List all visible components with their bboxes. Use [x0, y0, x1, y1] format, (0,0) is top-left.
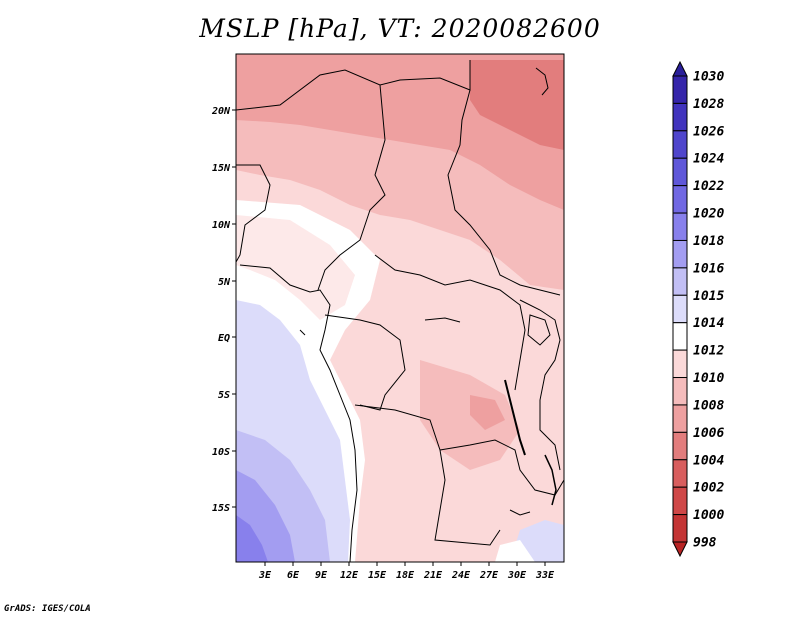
colorbar-swatch — [672, 514, 688, 543]
zone-1012-se — [495, 540, 535, 562]
mslp-field — [236, 54, 564, 562]
colorbar-label: 1000 — [693, 508, 724, 523]
colorbar-label: 1030 — [693, 70, 724, 85]
colorbar-swatch — [672, 157, 688, 187]
colorbar: 1030 1028 1026 1024 1022 1020 1018 1016 1015 1014… — [672, 60, 724, 558]
colorbar-label: 1006 — [693, 426, 724, 441]
colorbar-label: 1028 — [693, 97, 724, 112]
chart-title: MSLP [hPa], VT: 2020082600 — [199, 14, 601, 43]
lake-tanganyika — [504, 379, 526, 456]
colorbar-swatch — [672, 404, 688, 433]
colorbar-swatch — [672, 377, 688, 406]
colorbar-label: 1008 — [693, 398, 724, 413]
colorbar-label: 1026 — [693, 124, 724, 139]
map-frame — [235, 53, 565, 563]
colorbar-label: 1012 — [693, 344, 724, 359]
lake-kariba — [509, 509, 531, 516]
colorbar-bottom-arrow — [672, 541, 688, 558]
zone-1018 — [236, 515, 268, 562]
lon-label-33e: 33E — [535, 570, 555, 581]
colorbar-label: 1015 — [693, 289, 724, 304]
colorbar-label: 1014 — [693, 316, 724, 331]
lon-label-18e: 18E — [396, 570, 415, 581]
lat-label-eq: EQ — [218, 333, 230, 344]
lat-label-5s: 5S — [218, 390, 230, 401]
colorbar-swatch — [672, 130, 688, 159]
border-angola — [354, 404, 501, 546]
lat-label-20n: 20N — [211, 106, 231, 117]
colorbar-swatch — [672, 486, 688, 516]
border-car-drc — [374, 254, 526, 391]
colorbar-top-arrow — [672, 60, 688, 77]
colorbar-swatch — [672, 212, 688, 241]
lake-victoria — [527, 314, 551, 346]
colorbar-label: 1016 — [693, 261, 724, 276]
river-congo — [424, 317, 461, 323]
lon-label-12e: 12E — [340, 570, 359, 581]
colorbar-label: 998 — [693, 536, 717, 551]
lat-label-10s: 10S — [212, 447, 230, 458]
lat-label-10n: 10N — [212, 220, 231, 231]
lon-label-21e: 21E — [423, 570, 443, 581]
zone-1004 — [470, 60, 564, 150]
colorbar-swatch — [672, 431, 688, 461]
island-bioko — [299, 329, 306, 336]
lon-label-9e: 9E — [315, 570, 328, 581]
colorbar-label: 1024 — [693, 152, 724, 167]
lat-label-15n: 15N — [212, 163, 231, 174]
lat-label-5n: 5N — [218, 277, 231, 288]
colorbar-swatch — [672, 459, 688, 488]
colorbar-swatch — [672, 102, 688, 132]
coastline-west-africa — [236, 164, 271, 263]
colorbar-swatch — [672, 267, 688, 296]
map-borders — [236, 60, 564, 562]
lon-axis: 3E 6E 9E 12E 15E 18E 21E 24E 27E 30E 33E — [258, 562, 555, 581]
lon-label-6e: 6E — [287, 570, 300, 581]
border-niger-chad — [317, 84, 386, 291]
colorbar-swatch — [672, 239, 688, 269]
colorbar-label: 1022 — [693, 179, 724, 194]
footer-credit: GrADS: IGES/COLA — [4, 604, 91, 614]
zone-1012-north — [236, 215, 355, 320]
lon-label-15e: 15E — [368, 570, 387, 581]
lake-malawi — [544, 454, 557, 506]
coastline-atlantic — [239, 264, 358, 562]
colorbar-swatch — [672, 294, 688, 324]
colorbar-label: 1020 — [693, 207, 724, 222]
lon-label-24e: 24E — [451, 570, 471, 581]
lon-label-3e: 3E — [258, 570, 272, 581]
lat-label-15s: 15S — [212, 503, 230, 514]
colorbar-swatch — [672, 349, 688, 379]
border-chad-sudan — [447, 89, 561, 296]
colorbar-label: 1002 — [693, 481, 724, 496]
lat-axis: 20N 15N 10N 5N EQ 5S 10S 15S — [211, 106, 236, 514]
coastline-red-sea — [535, 67, 549, 96]
colorbar-swatch — [672, 185, 688, 214]
border-east-lakes — [519, 299, 561, 471]
colorbar-label: 1004 — [693, 453, 724, 468]
lon-label-27e: 27E — [479, 570, 499, 581]
colorbar-label: 1018 — [693, 234, 724, 249]
colorbar-swatch — [672, 75, 688, 104]
border-congo-gabon — [324, 314, 406, 411]
border-zambia — [439, 439, 564, 496]
lon-label-30e: 30E — [507, 570, 527, 581]
colorbar-swatch — [672, 322, 688, 351]
zone-1006-basin — [470, 395, 505, 430]
colorbar-label: 1010 — [693, 371, 724, 386]
